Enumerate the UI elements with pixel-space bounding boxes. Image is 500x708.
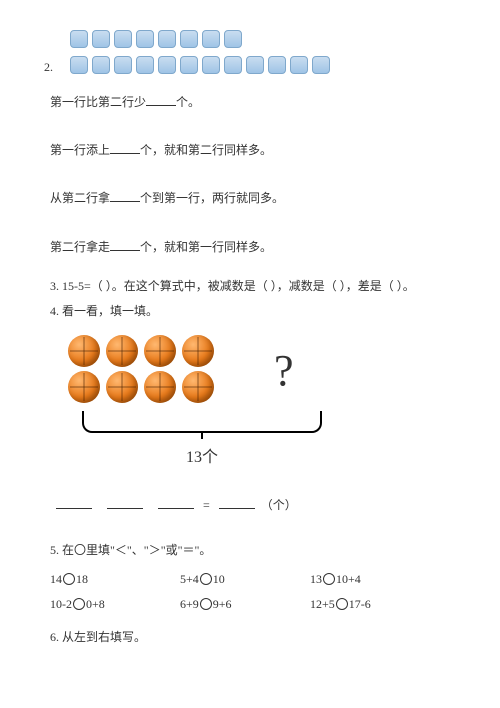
question-mark-icon: ? bbox=[274, 341, 294, 401]
compare-right: 10 bbox=[213, 572, 225, 586]
text: 第二行拿走 bbox=[50, 240, 110, 254]
compare-left: 14 bbox=[50, 572, 62, 586]
square-icon bbox=[180, 56, 198, 74]
compare-cell: 5+4 10 bbox=[180, 572, 310, 587]
circle-blank-icon[interactable] bbox=[323, 573, 335, 585]
text: 个到第一行，两行就同多。 bbox=[140, 191, 284, 205]
blank[interactable] bbox=[110, 237, 140, 251]
basketball-icon bbox=[144, 335, 176, 367]
square-row-2 bbox=[70, 56, 450, 74]
balls-group bbox=[68, 335, 214, 407]
square-icon bbox=[312, 56, 330, 74]
circle-blank-icon[interactable] bbox=[200, 598, 212, 610]
basketball-icon bbox=[144, 371, 176, 403]
compare-right: 0+8 bbox=[86, 597, 105, 611]
compare-cell: 13 10+4 bbox=[310, 572, 440, 587]
compare-row: 14 18 5+4 10 13 10+4 bbox=[50, 572, 450, 587]
text: 个，就和第一行同样多。 bbox=[140, 240, 272, 254]
compare-left: 5+4 bbox=[180, 572, 199, 586]
q2-line-d: 第二行拿走 个，就和第一行同样多。 bbox=[50, 237, 450, 257]
blank[interactable] bbox=[110, 188, 140, 202]
square-icon bbox=[290, 56, 308, 74]
compare-right: 17-6 bbox=[349, 597, 371, 611]
compare-cell: 12+5 17-6 bbox=[310, 597, 440, 612]
q2-squares bbox=[70, 30, 450, 74]
blank[interactable] bbox=[110, 140, 140, 154]
square-icon bbox=[224, 30, 242, 48]
square-row-1 bbox=[70, 30, 450, 48]
blank[interactable] bbox=[219, 495, 255, 509]
blank[interactable] bbox=[107, 495, 143, 509]
compare-left: 6+9 bbox=[180, 597, 199, 611]
q2-line-a: 第一行比第二行少 个。 bbox=[50, 92, 450, 112]
text: 个，就和第二行同样多。 bbox=[140, 143, 272, 157]
compare-row: 10-2 0+8 6+9 9+6 12+5 17-6 bbox=[50, 597, 450, 612]
compare-cell: 6+9 9+6 bbox=[180, 597, 310, 612]
unit: （个） bbox=[261, 498, 297, 512]
q2-line-c: 从第二行拿 个到第一行，两行就同多。 bbox=[50, 188, 450, 208]
square-icon bbox=[70, 30, 88, 48]
square-icon bbox=[114, 56, 132, 74]
compare-left: 12+5 bbox=[310, 597, 335, 611]
curly-bracket-icon bbox=[82, 411, 322, 433]
compare-cell: 14 18 bbox=[50, 572, 180, 587]
text: 从第二行拿 bbox=[50, 191, 110, 205]
equals-sign: = bbox=[203, 498, 210, 512]
square-icon bbox=[92, 30, 110, 48]
q2-number: 2. bbox=[44, 60, 53, 75]
circle-blank-icon[interactable] bbox=[63, 573, 75, 585]
basketball-icon bbox=[106, 371, 138, 403]
q4-title: 4. 看一看，填一填。 bbox=[50, 302, 450, 321]
q4-figure: ? 13个 bbox=[68, 335, 450, 467]
square-icon bbox=[158, 30, 176, 48]
square-icon bbox=[202, 30, 220, 48]
compare-left: 13 bbox=[310, 572, 322, 586]
text: 个。 bbox=[176, 95, 200, 109]
q3-text: 3. 15-5=（ ）。在这个算式中，被减数是（ ），减数是（ ），差是（ ）。 bbox=[50, 277, 450, 296]
square-icon bbox=[92, 56, 110, 74]
square-icon bbox=[246, 56, 264, 74]
square-icon bbox=[180, 30, 198, 48]
compare-right: 9+6 bbox=[213, 597, 232, 611]
blank[interactable] bbox=[56, 495, 92, 509]
basketball-icon bbox=[106, 335, 138, 367]
compare-cell: 10-2 0+8 bbox=[50, 597, 180, 612]
bracket-label: 13个 bbox=[68, 443, 336, 467]
blank[interactable] bbox=[146, 92, 176, 106]
circle-blank-icon[interactable] bbox=[200, 573, 212, 585]
square-icon bbox=[136, 30, 154, 48]
compare-right: 10+4 bbox=[336, 572, 361, 586]
q2-line-b: 第一行添上 个，就和第二行同样多。 bbox=[50, 140, 450, 160]
q6-title: 6. 从左到右填写。 bbox=[50, 628, 450, 647]
basketball-icon bbox=[182, 371, 214, 403]
compare-right: 18 bbox=[76, 572, 88, 586]
square-icon bbox=[224, 56, 242, 74]
q4-equation: = （个） bbox=[50, 495, 450, 513]
basketball-icon bbox=[182, 335, 214, 367]
square-icon bbox=[136, 56, 154, 74]
blank[interactable] bbox=[158, 495, 194, 509]
basketball-icon bbox=[68, 335, 100, 367]
q5-title: 5. 在〇里填"＜"、"＞"或"＝"。 bbox=[50, 541, 450, 560]
basketball-icon bbox=[68, 371, 100, 403]
ball-row bbox=[68, 335, 214, 367]
square-icon bbox=[114, 30, 132, 48]
text: 第一行添上 bbox=[50, 143, 110, 157]
text: 第一行比第二行少 bbox=[50, 95, 146, 109]
compare-left: 10-2 bbox=[50, 597, 72, 611]
square-icon bbox=[70, 56, 88, 74]
square-icon bbox=[202, 56, 220, 74]
circle-blank-icon[interactable] bbox=[336, 598, 348, 610]
ball-row bbox=[68, 371, 214, 403]
circle-blank-icon[interactable] bbox=[73, 598, 85, 610]
q5-grid: 14 18 5+4 10 13 10+4 10-2 0+8 6+9 9+6 12+5 17-6 bbox=[50, 572, 450, 612]
square-icon bbox=[268, 56, 286, 74]
square-icon bbox=[158, 56, 176, 74]
